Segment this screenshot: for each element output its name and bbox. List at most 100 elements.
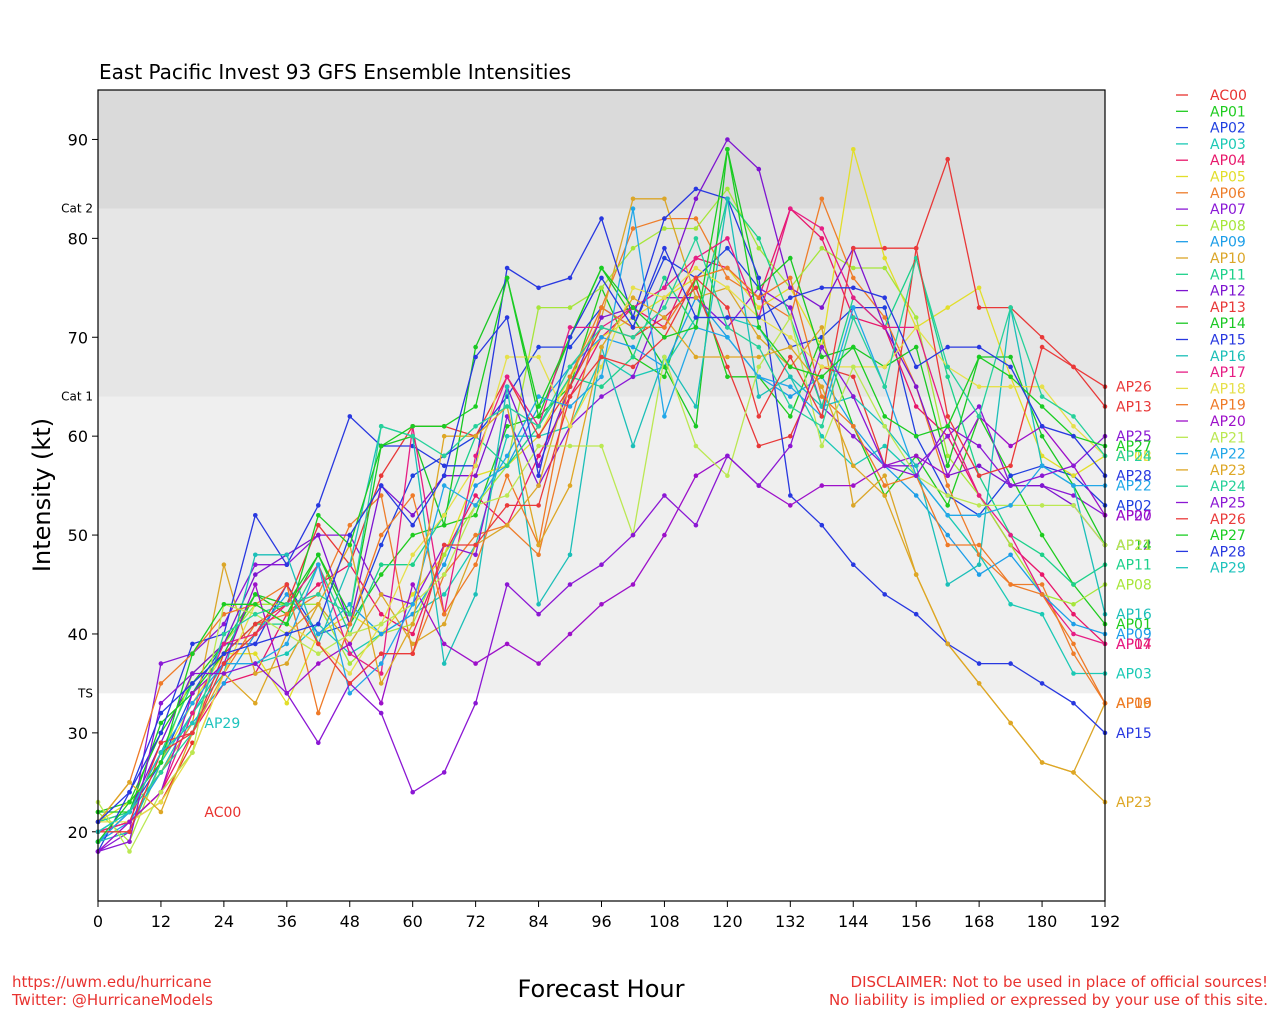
point-ap20-19 [693,473,699,479]
point-ap14-11 [441,522,447,528]
point-ap23-23 [819,384,825,390]
legend: AC00AP01AP02AP03AP04AP05AP06AP07AP08AP09… [1176,88,1247,577]
point-ap25-7 [316,740,321,746]
point-ap23-16 [599,344,604,350]
point-ap22-10 [410,602,416,607]
point-ap21-22 [788,315,793,320]
point-ap23-11 [441,433,447,439]
point-ap17-18 [662,285,667,291]
point-ap15-17 [630,315,636,320]
point-ap24-9 [378,424,384,429]
threshold-label-cat-2: Cat 2 [61,202,93,216]
point-ap19-27 [945,542,950,548]
point-ap21-25 [882,424,887,429]
point-ap21-15 [567,443,573,449]
point-ap23-7 [316,602,321,607]
point-ap26-10 [410,651,416,656]
point-ap27-7 [316,513,321,518]
point-ap26-29 [1008,463,1013,469]
legend-item-ap02: AP02 [1176,121,1246,137]
point-ap21-3 [190,750,195,755]
point-ap16-15 [567,552,573,558]
point-ap23-22 [788,344,793,350]
legend-label: AP08 [1210,218,1246,234]
point-ap20-23 [819,483,825,488]
point-ap19-11 [441,611,447,617]
point-ap25-23 [819,344,825,350]
point-ap21-2 [158,789,164,795]
point-ap23-24 [851,463,856,469]
point-ap10-13 [504,522,510,528]
point-ap03-29 [1008,602,1013,607]
point-ap13-28 [976,305,982,310]
point-ap21-13 [504,493,510,498]
point-ap17-28 [976,493,982,498]
point-ap25-20 [725,453,730,459]
point-ap08-16 [599,285,604,291]
point-ap23-20 [725,354,730,360]
point-ap17-24 [851,295,856,301]
point-ap21-24 [851,364,856,370]
legend-item-ap07: AP07 [1176,202,1246,218]
point-ap23-29 [1008,720,1013,726]
point-ap20-22 [788,503,793,508]
point-ap28-23 [819,285,825,291]
point-ap08-8 [347,661,353,666]
end-label-ap23: AP23 [1116,795,1152,811]
x-tick-label-144: 144 [838,912,869,931]
point-ap20-27 [945,473,950,479]
legend-label: AP23 [1210,463,1246,479]
point-ap16-8 [347,562,353,567]
point-ap11-18 [662,275,667,281]
point-ap01-18 [662,374,667,380]
point-ap14-7 [316,552,321,558]
point-ap26-13 [504,503,510,508]
point-ap28-4 [221,651,227,656]
end-label-ap16: AP16 [1116,607,1152,623]
point-ap12-22 [788,285,793,291]
point-ap22-14 [536,394,541,399]
disclaimer-line-1: DISCLAIMER: Not to be used in place of o… [850,973,1268,991]
point-ap12-19 [693,196,699,202]
point-ap28-15 [567,335,573,340]
point-ap10-19 [693,295,699,301]
point-ap28-27 [945,344,950,350]
y-tick-label-20: 20 [68,823,88,842]
point-ap26-6 [284,582,290,587]
x-tick-label-180: 180 [1027,912,1058,931]
point-ap25-4 [221,671,227,676]
legend-label: AP17 [1210,365,1246,381]
point-ap17-4 [221,641,227,647]
point-ap28-22 [788,295,793,301]
point-ap06-19 [693,216,699,221]
twitter-handle[interactable]: Twitter: @HurricaneModels [12,991,213,1009]
point-ap17-19 [693,255,699,261]
legend-item-ap24: AP24 [1176,479,1246,495]
point-ap11-30 [1039,552,1045,558]
point-ap06-27 [945,483,950,488]
legend-item-ap01: AP01 [1176,104,1246,120]
point-ap06-23 [819,196,825,202]
point-ap22-31 [1071,483,1076,488]
point-ap25-15 [567,582,573,587]
x-axis-label: Forecast Hour [518,975,685,1003]
point-ap17-22 [788,206,793,211]
point-ap10-21 [756,335,762,340]
point-ap15-16 [599,216,604,221]
point-ap25-11 [441,770,447,775]
point-ap27-26 [913,433,919,439]
point-ap15-11 [441,463,447,469]
x-tick-label-156: 156 [901,912,932,931]
end-label-ap15: AP15 [1116,726,1152,742]
point-ap16-14 [536,602,541,607]
website-link[interactable]: https://uwm.edu/hurricane [12,973,212,991]
point-ap24-24 [851,315,856,320]
point-ap28-21 [756,315,762,320]
point-ap15-5 [253,513,258,518]
point-ap20-16 [599,602,604,607]
legend-item-ap14: AP14 [1176,316,1246,332]
point-ap24-29 [1008,305,1013,310]
point-ap08-26 [913,315,919,320]
point-ap18-22 [788,335,793,340]
end-label-ap18: AP18 [1116,449,1152,465]
